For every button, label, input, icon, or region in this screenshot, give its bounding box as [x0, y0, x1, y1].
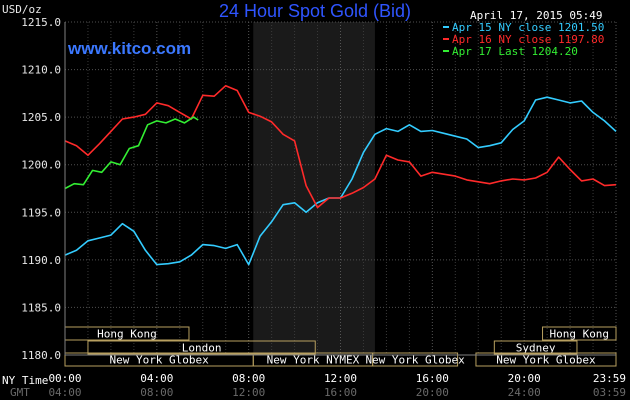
x-tick-label-gmt: 20:00 [416, 386, 449, 399]
y-tick-label: 1190.0 [21, 254, 61, 267]
market-session-box [372, 352, 459, 367]
market-session-box [87, 340, 316, 355]
y-tick-labels: 1215.0 1210.0 1205.0 1200.0 1195.0 1190.0 1185… [21, 16, 61, 362]
x-tick-label-gmt: 24:00 [508, 386, 541, 399]
market-session-box [542, 326, 617, 341]
y-tick-label: 1215.0 [21, 16, 61, 29]
y-tick-label: 1180.0 [21, 349, 61, 362]
x-tick-label-ny: 08:00 [232, 372, 265, 385]
market-session-box [493, 340, 578, 355]
x-tick-label-gmt: 16:00 [324, 386, 357, 399]
market-session-label: Hong Kong [97, 328, 157, 341]
chart-title: 24 Hour Spot Gold (Bid) [219, 1, 411, 21]
market-session-label: London [182, 342, 222, 355]
series-line-3 [64, 116, 199, 190]
y-tick-label: 1210.0 [21, 64, 61, 77]
x-tick-label-ny: 04:00 [140, 372, 173, 385]
x-tick-label-gmt: 08:00 [140, 386, 173, 399]
chart-timestamp: April 17, 2015 05:49 [470, 9, 602, 22]
y-axis-label: USD/oz [2, 3, 42, 16]
gmt-row-label: GMT [10, 386, 30, 399]
market-session-label: New York Globex [496, 354, 596, 367]
x-tick-label-ny: 16:00 [416, 372, 449, 385]
series-line-2 [64, 84, 617, 209]
y-tick-label: 1200.0 [21, 159, 61, 172]
market-session-label: New York Globex [365, 354, 465, 367]
nymex-session-shade [253, 22, 375, 355]
market-session-label: New York NYMEX [267, 354, 360, 367]
legend-entry: Apr 15 NY close 1201.50 [452, 21, 604, 34]
x-tick-label-ny: 12:00 [324, 372, 357, 385]
x-tick-labels: 00:0004:0004:0008:0008:0012:0012:0016:00… [48, 372, 626, 399]
market-session-label: New York Globex [109, 354, 209, 367]
x-tick-label-gmt: 03:59 [593, 386, 626, 399]
x-tick-label-ny: 20:00 [508, 372, 541, 385]
y-tick-label: 1195.0 [21, 206, 61, 219]
brand-link[interactable]: www.kitco.com [67, 39, 191, 58]
legend-entry: Apr 16 NY close 1197.80 [452, 33, 604, 46]
legend-entry: Apr 17 Last 1204.20 [452, 45, 578, 58]
market-session-box [475, 352, 617, 367]
market-session-label: Sydney [516, 342, 556, 355]
y-tick-label: 1185.0 [21, 301, 61, 314]
x-tick-label-ny: 23:59 [593, 372, 626, 385]
ny-time-row-label: NY Time [2, 374, 48, 387]
market-session-label: Hong Kong [549, 328, 609, 341]
x-tick-label-gmt: 04:00 [48, 386, 81, 399]
x-tick-label-ny: 00:00 [48, 372, 81, 385]
y-tick-label: 1205.0 [21, 111, 61, 124]
x-tick-label-gmt: 12:00 [232, 386, 265, 399]
price-series [64, 84, 617, 266]
